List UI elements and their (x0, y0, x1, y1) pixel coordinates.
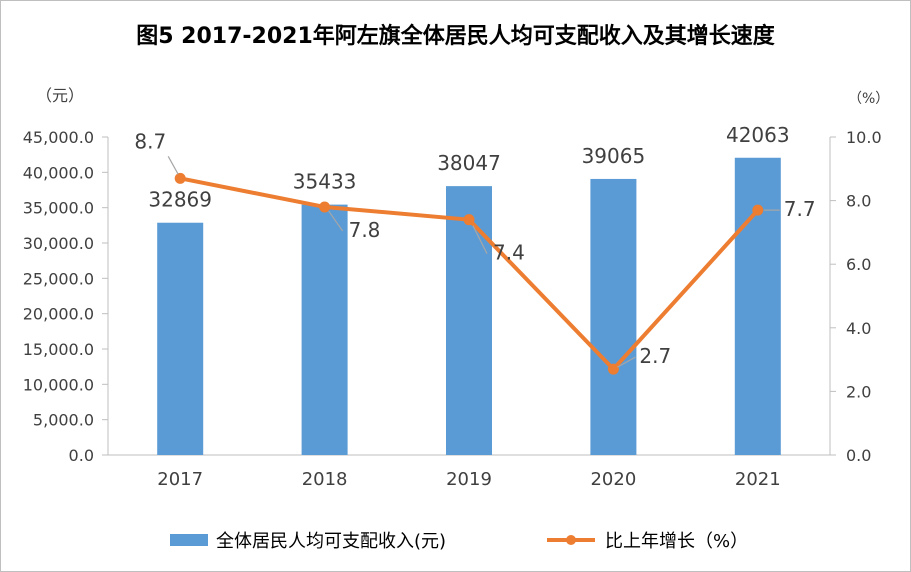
left-axis-unit: （元） (36, 86, 85, 105)
income-bar-label: 32869 (148, 188, 212, 212)
growth-data-label: 7.8 (349, 218, 381, 242)
legend-swatch-bar (170, 534, 208, 546)
income-bar-label: 42063 (726, 123, 790, 147)
growth-leader-line (167, 156, 179, 175)
right-tick-label: 8.0 (846, 192, 871, 211)
right-axis-unit: （%） (848, 91, 890, 107)
growth-data-label: 2.7 (639, 344, 671, 368)
left-tick-label: 15,000.0 (23, 340, 94, 359)
x-tick-label: 2017 (157, 469, 203, 490)
x-tick-label: 2021 (735, 469, 781, 490)
left-tick-label: 5,000.0 (33, 411, 94, 430)
growth-point (174, 172, 186, 184)
income-bar-label: 35433 (293, 170, 357, 194)
growth-point (607, 363, 619, 375)
right-tick-label: 2.0 (846, 382, 871, 401)
right-tick-label: 10.0 (846, 128, 882, 147)
right-tick-label: 0.0 (846, 446, 871, 465)
left-tick-label: 20,000.0 (23, 305, 94, 324)
income-bar (446, 186, 492, 456)
left-tick-label: 35,000.0 (23, 199, 94, 218)
growth-leader-line (617, 356, 636, 368)
income-bar (301, 204, 348, 455)
chart-title: 图5 2017-2021年阿左旗全体居民人均可支配收入及其增长速度 (136, 24, 775, 49)
income-bar-label: 38047 (437, 151, 501, 175)
x-tick-label: 2019 (446, 469, 492, 490)
income-bar (157, 222, 204, 455)
legend-growth: 比上年增长（%） (545, 527, 748, 553)
growth-data-label: 7.7 (784, 197, 816, 221)
legend-label-growth: 比上年增长（%） (605, 531, 749, 552)
income-bar (590, 178, 637, 455)
x-tick-label: 2020 (590, 469, 636, 490)
legend-swatch-line (547, 535, 595, 545)
growth-data-label: 8.7 (134, 129, 166, 153)
growth-point (752, 204, 764, 216)
right-tick-label: 4.0 (846, 319, 871, 338)
left-tick-label: 45,000.0 (23, 128, 94, 147)
income-bar (734, 157, 781, 455)
left-tick-label: 0.0 (69, 446, 94, 465)
left-tick-label: 30,000.0 (23, 234, 94, 253)
income-bar-label: 39065 (582, 144, 646, 168)
left-tick-label: 10,000.0 (23, 375, 94, 394)
growth-point (463, 214, 475, 226)
growth-leader-line (472, 225, 488, 254)
growth-leader-line (328, 210, 344, 232)
left-tick-label: 25,000.0 (23, 269, 94, 288)
left-tick-label: 40,000.0 (23, 163, 94, 182)
growth-data-label: 7.4 (493, 241, 525, 265)
growth-point (319, 201, 331, 213)
legend-label-income: 全体居民人均可支配收入(元) (216, 531, 447, 552)
legend-income: 全体居民人均可支配收入(元) (170, 527, 446, 553)
right-tick-label: 6.0 (846, 255, 871, 274)
x-tick-label: 2018 (302, 469, 348, 490)
